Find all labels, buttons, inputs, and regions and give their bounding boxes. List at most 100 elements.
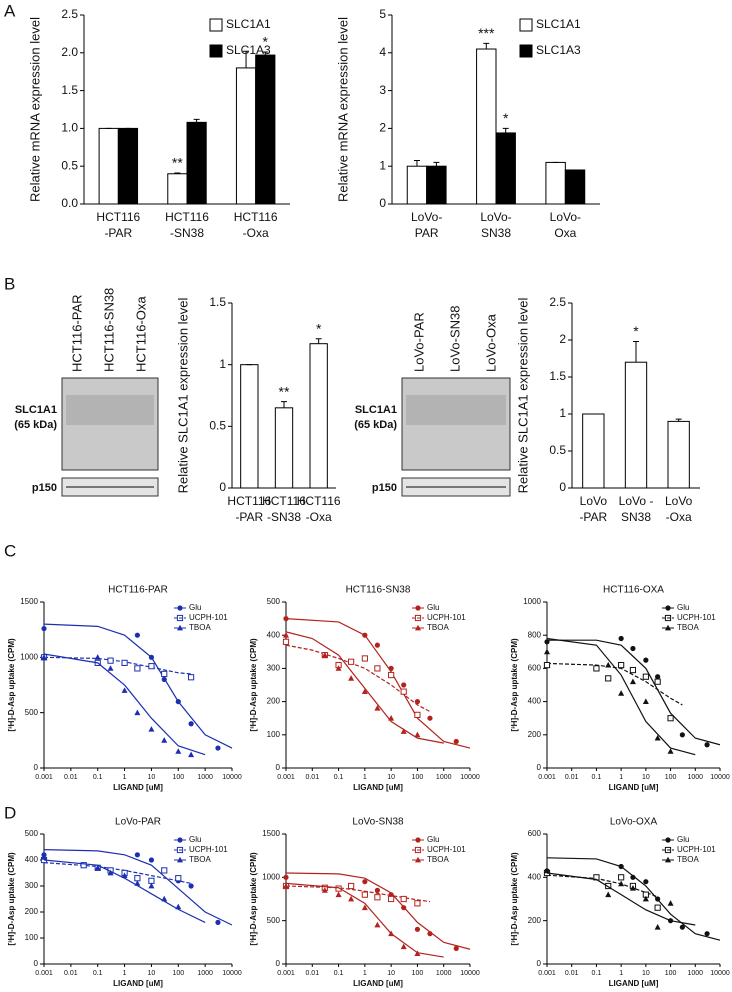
data-point — [41, 854, 47, 860]
y-tick-label: 0 — [559, 480, 566, 494]
data-point — [335, 665, 342, 671]
blot-band — [66, 395, 154, 425]
x-tick-label: 0.001 — [538, 970, 556, 977]
data-point — [148, 877, 155, 884]
y-tick-label: 300 — [267, 664, 281, 673]
y-tick-label: 0 — [34, 959, 39, 968]
chart-title: LoVo-PAR — [115, 817, 161, 828]
y-tick-label: 200 — [267, 697, 281, 706]
x-tick-label: 1000 — [197, 970, 213, 977]
x-tick-label: -Oxa — [666, 510, 692, 524]
data-point — [643, 879, 649, 885]
x-tick-label: 1000 — [687, 970, 703, 977]
data-point — [400, 943, 407, 950]
error-bar — [413, 160, 420, 167]
data-point — [321, 651, 328, 658]
data-point — [283, 874, 289, 880]
error-bar — [262, 51, 269, 56]
data-point — [188, 751, 195, 758]
error-bar — [315, 338, 322, 344]
data-point — [414, 900, 421, 907]
x-tick-label: 0.001 — [277, 970, 295, 977]
data-point — [427, 931, 433, 937]
x-tick-label: 10 — [148, 774, 156, 781]
significance: * — [633, 323, 639, 339]
x-tick-label: LoVo- — [411, 210, 442, 224]
legend-label: Glu — [677, 835, 689, 844]
data-point — [175, 875, 182, 882]
y-tick-label: 600 — [528, 664, 542, 673]
y-tick-label: 5 — [379, 7, 386, 21]
data-point — [374, 921, 381, 928]
fit-curve — [43, 859, 206, 923]
legend-label: UCPH-101 — [427, 613, 466, 622]
data-point — [605, 882, 612, 890]
bar — [255, 54, 276, 205]
legend-label: SLC1A1 — [226, 17, 271, 31]
legend-label: TBOA — [677, 855, 699, 864]
data-point — [400, 728, 407, 734]
bar — [545, 161, 566, 205]
x-tick-label: 1 — [363, 970, 367, 977]
x-tick-label: 10 — [387, 774, 395, 781]
y-tick-label: 1 — [219, 357, 226, 371]
y-tick-label: 2 — [379, 121, 386, 135]
data-point — [107, 657, 114, 664]
data-point — [618, 874, 625, 881]
y-tick-label: 600 — [528, 829, 542, 838]
legend-swatch — [519, 18, 533, 32]
data-point — [618, 635, 624, 642]
legend-label: UCPH-101 — [677, 613, 716, 622]
band-size: (65 kDa) — [14, 419, 57, 431]
bar — [274, 407, 294, 489]
y-tick-label: 400 — [528, 872, 542, 881]
significance: * — [316, 320, 322, 336]
data-point — [679, 732, 685, 738]
data-point — [134, 875, 141, 882]
legend-label: TBOA — [189, 623, 211, 632]
bar — [235, 67, 257, 205]
x-tick-label: 0.001 — [538, 774, 556, 781]
legend-swatch — [209, 44, 223, 58]
bar — [426, 165, 447, 205]
data-point — [400, 895, 407, 903]
y-tick-label: 3 — [379, 83, 386, 97]
fit-curve — [285, 644, 431, 713]
band-size: (65 kDa) — [354, 419, 397, 431]
data-point — [654, 904, 661, 911]
data-point — [374, 665, 381, 672]
legend-label: Glu — [427, 603, 439, 612]
data-point — [605, 891, 612, 898]
error-bar — [174, 172, 181, 174]
y-tick-label: 1.5 — [209, 295, 226, 309]
data-point — [148, 663, 155, 670]
x-tick-label: SN38 — [481, 226, 511, 240]
data-point — [374, 642, 380, 648]
data-point — [629, 678, 636, 685]
data-point — [654, 734, 661, 741]
x-tick-label: 10000 — [460, 970, 480, 977]
data-point — [148, 726, 155, 732]
x-tick-label: 0.01 — [305, 774, 319, 781]
error-bar — [243, 50, 250, 68]
data-point — [41, 625, 47, 632]
lane-label: LoVo-SN38 — [447, 306, 462, 373]
data-point — [94, 864, 101, 871]
data-point — [544, 867, 550, 874]
data-point — [605, 675, 612, 682]
y-tick-label: 500 — [25, 829, 39, 838]
x-tick-label: 0.01 — [565, 774, 579, 781]
y-tick-label: 400 — [267, 630, 281, 639]
chart-title: LoVo-SN38 — [352, 817, 404, 828]
x-tick-label: 10000 — [710, 774, 730, 781]
x-tick-label: 0.1 — [592, 774, 602, 781]
y-tick-label: 500 — [25, 708, 39, 717]
fit-curve — [285, 631, 444, 744]
data-point — [161, 670, 168, 678]
x-axis-label: LIGAND [uM] — [113, 783, 163, 792]
data-point — [388, 715, 395, 721]
x-tick-label: 100 — [172, 970, 184, 977]
y-tick-label: 1500 — [20, 597, 38, 606]
data-point — [148, 857, 155, 863]
